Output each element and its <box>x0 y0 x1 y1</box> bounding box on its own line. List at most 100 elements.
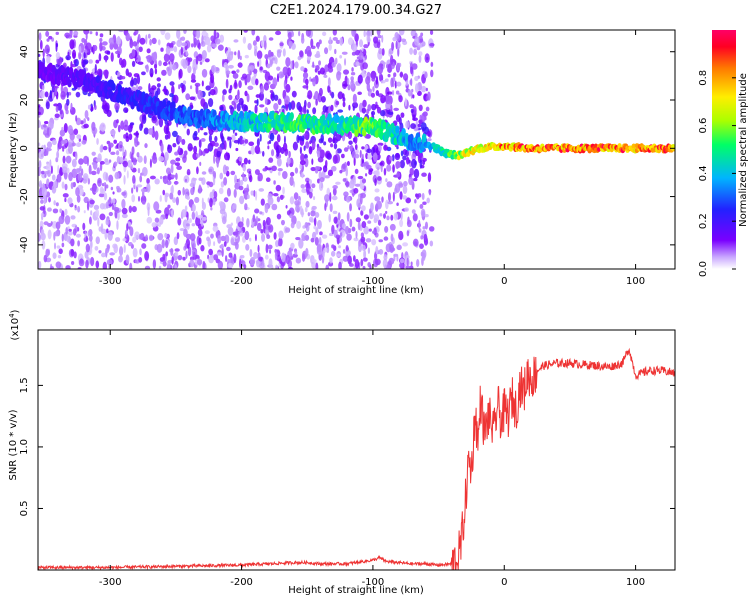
spectrogram-cell <box>228 252 233 258</box>
spectrogram-cell <box>252 214 256 223</box>
spectrogram-cell <box>310 38 314 48</box>
spectrogram-cell <box>64 183 68 191</box>
spectrogram-cell <box>419 114 422 121</box>
spectrogram-cell <box>414 160 417 166</box>
spectrogram-cell <box>237 62 243 68</box>
spectrogram-cell <box>201 68 208 78</box>
spectrogram-cell <box>226 187 231 197</box>
spectrogram-cell <box>354 33 359 42</box>
spectrogram-cell <box>362 257 368 262</box>
spectrogram-cell <box>121 145 125 153</box>
spectrogram-cell <box>38 119 41 129</box>
spectrogram-cell <box>400 211 403 221</box>
spectrogram-cell <box>75 187 80 197</box>
snr-y-ticks: 0.5 1.0 1.5 <box>19 377 675 516</box>
spectrogram-cell <box>195 30 201 39</box>
spectrogram-cell <box>343 69 350 75</box>
spectrogram-cell <box>328 43 332 51</box>
spectrogram-cell <box>105 218 110 226</box>
spectrogram-cell <box>204 58 210 63</box>
spectrogram-cell <box>148 82 151 93</box>
spectrogram-cell <box>274 251 278 261</box>
spectrogram-cell <box>200 218 204 227</box>
spectrogram-cell <box>224 255 228 263</box>
spectrogram-cell <box>412 114 416 121</box>
spectrogram-cell <box>184 242 188 250</box>
spectrogram-cell <box>90 256 95 267</box>
spectrogram-cell <box>83 123 89 129</box>
spectrogram-cell <box>295 236 301 241</box>
spectrogram-cell <box>125 254 130 264</box>
spectrogram-cell <box>89 216 92 225</box>
spectrogram-cell <box>85 235 88 241</box>
spectrogram-cell <box>113 206 120 212</box>
spectrogram-cell <box>390 54 394 65</box>
spectrogram-cell <box>164 239 169 249</box>
spectrogram-cell <box>354 144 358 150</box>
spectrogram-cell <box>216 252 223 256</box>
spectrogram-cell <box>327 77 331 87</box>
spectrogram-cell <box>43 121 49 125</box>
spectrogram-cell <box>152 259 157 269</box>
spectrogram-cell <box>112 133 115 139</box>
spectrogram-cell <box>344 58 347 66</box>
spectrogram-cell <box>245 73 251 83</box>
spectrogram-cell <box>273 94 279 101</box>
spectrogram-cell <box>424 214 429 218</box>
snr-series-line <box>38 347 675 570</box>
spectrogram-cell <box>39 39 43 50</box>
spectrogram-cell <box>67 51 70 57</box>
colorbar-tick-label: 0.6 <box>698 118 709 134</box>
spectrogram-cell <box>38 104 41 108</box>
spectrogram-cell <box>38 160 42 169</box>
spectrogram-cell <box>395 161 400 170</box>
spectrogram-cell <box>271 203 278 211</box>
spectrogram-cell <box>75 115 78 122</box>
spectrogram-cell <box>421 41 426 47</box>
spectrogram-cell <box>208 168 213 173</box>
spectrogram-cell <box>54 230 60 237</box>
spectrogram-cell <box>311 183 316 189</box>
spectrogram-cell <box>73 128 79 135</box>
spectrogram-cell <box>362 99 367 108</box>
spectrogram-cell <box>290 222 295 229</box>
spectrogram-cell <box>276 49 282 58</box>
spectrogram-cell <box>406 230 410 237</box>
spectrogram-cell <box>404 97 407 107</box>
spectrogram-cell <box>345 196 351 203</box>
spectrogram-cell <box>213 191 218 199</box>
spectrogram-cell <box>131 194 136 203</box>
spectrogram-cell <box>218 187 224 195</box>
spectrogram-cell <box>255 78 259 86</box>
spectrogram-cell <box>330 250 336 257</box>
spectrogram-cell <box>105 172 109 182</box>
spectrogram-cell <box>395 114 401 123</box>
spectrogram-cell <box>354 183 361 187</box>
spectrogram-cell <box>226 224 232 229</box>
spectrogram-cell <box>243 30 248 33</box>
spectrogram-cell <box>173 236 179 246</box>
spectrogram-cell <box>392 164 395 173</box>
spectrogram-cell <box>239 55 242 61</box>
spectrogram-cell <box>55 221 61 230</box>
spectrogram-cell <box>46 147 52 152</box>
spectrogram-cell <box>121 207 128 215</box>
spectrogram-cell <box>74 204 77 208</box>
spectrogram-cell <box>51 139 57 146</box>
spectrogram-cell <box>306 56 312 61</box>
spectrogram-cell <box>386 91 393 95</box>
spectrogram-cell <box>53 85 59 89</box>
spectrogram-cell <box>127 72 133 78</box>
spectrogram-cell <box>360 236 366 243</box>
spectrogram-cell <box>375 75 379 85</box>
spectrogram-cell <box>38 142 41 147</box>
spectrogram-cell <box>267 244 273 250</box>
spectrogram-cell <box>177 189 182 196</box>
spectrogram-cell <box>158 117 164 128</box>
spectrogram-cell <box>139 37 146 45</box>
spectrogram-cell <box>377 176 382 181</box>
spectrogram-cell <box>221 247 224 258</box>
spectrogram-cell <box>332 154 338 165</box>
spectrogram-cell <box>371 103 377 111</box>
spectrogram-cell <box>264 97 268 105</box>
